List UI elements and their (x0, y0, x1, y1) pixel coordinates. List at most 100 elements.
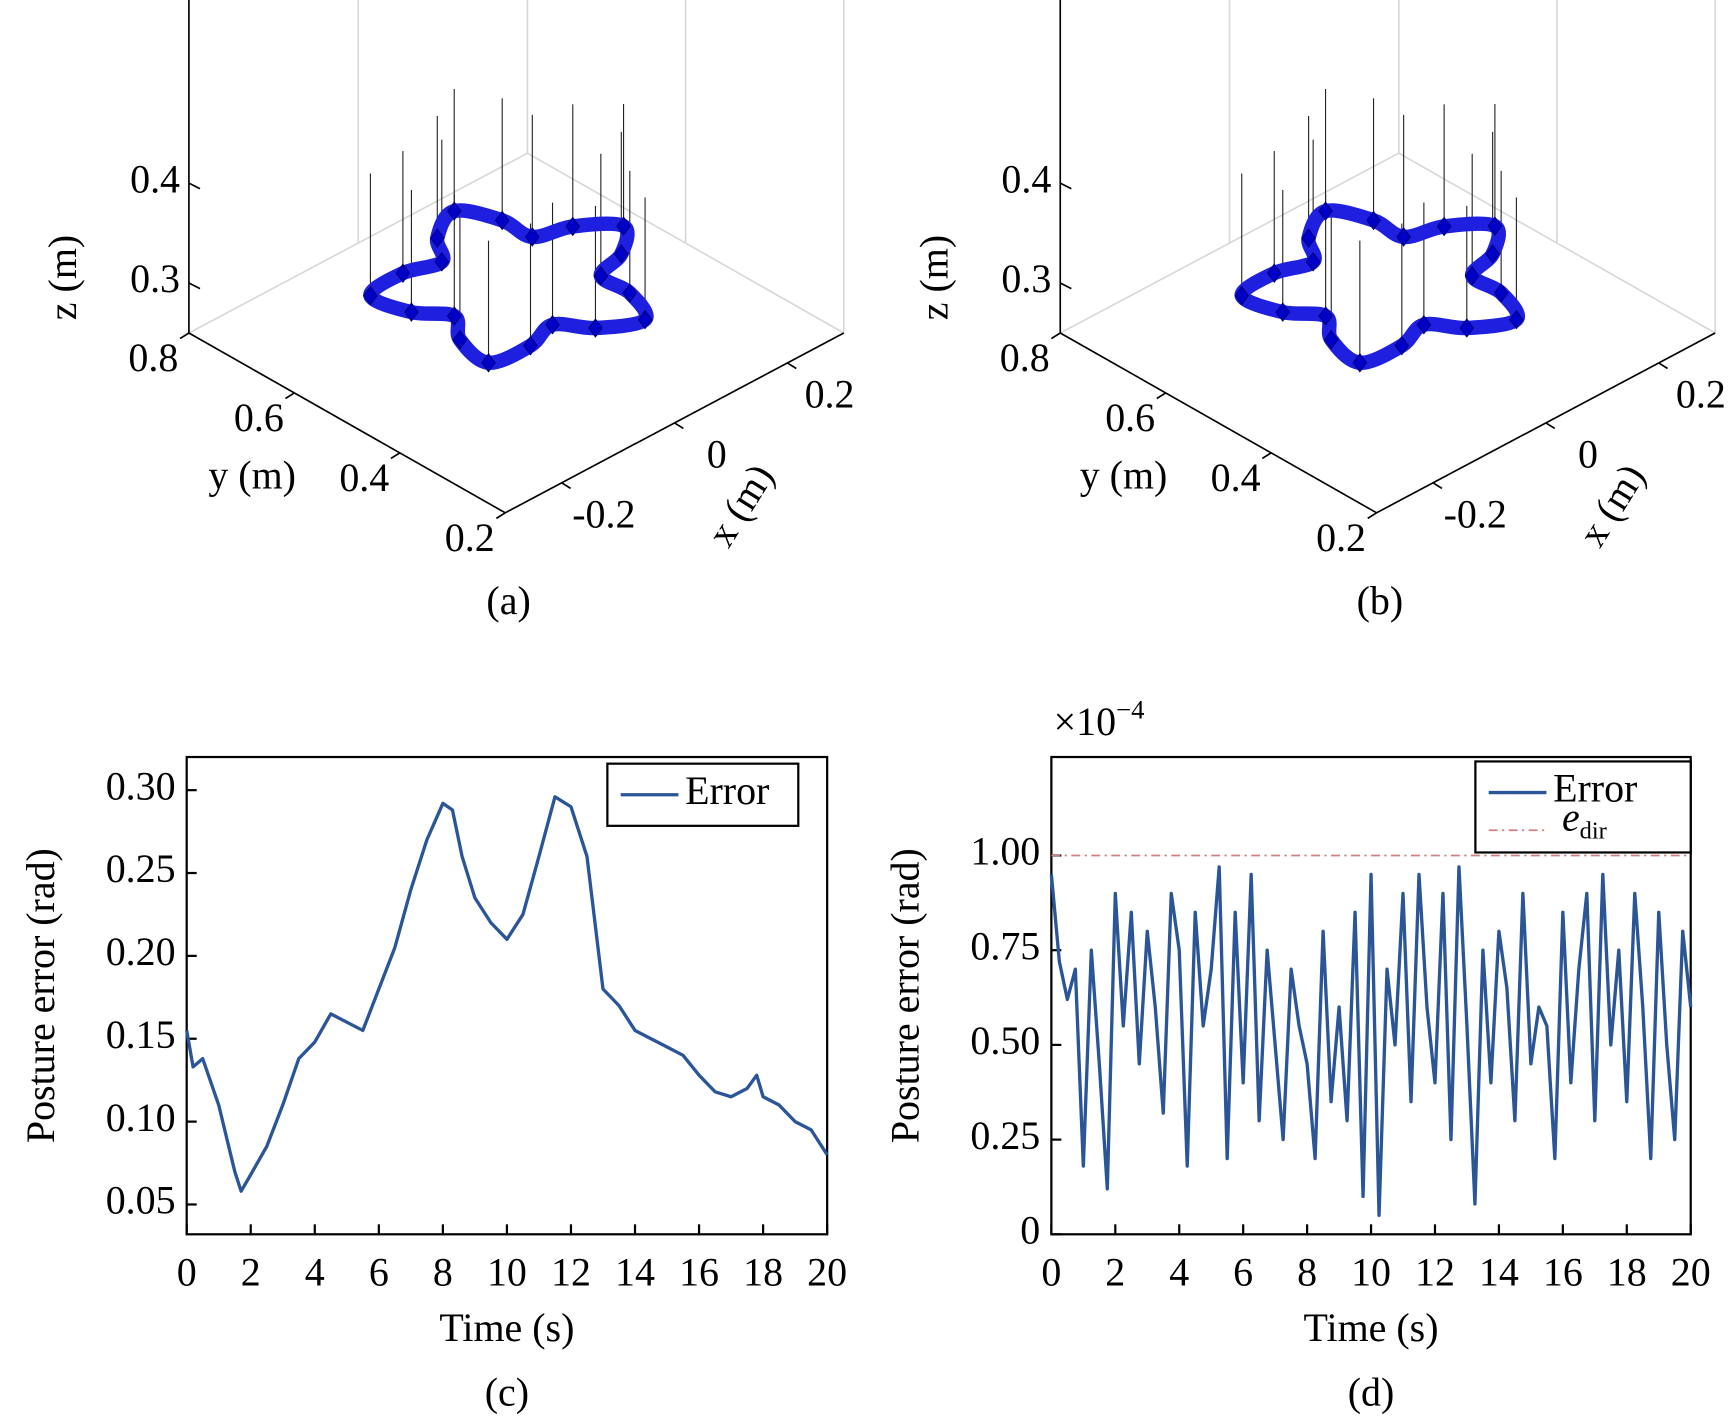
x-tick (1432, 482, 1443, 490)
y-axis (188, 332, 506, 514)
x-tick-label: 6 (369, 1250, 389, 1295)
caption: (b) (1357, 578, 1404, 623)
trajectory-marker (395, 263, 411, 283)
legend-label: edir (1562, 795, 1607, 845)
caption: (c) (485, 1370, 529, 1415)
x-tick-label: 8 (1297, 1250, 1317, 1295)
trajectory-marker (1266, 263, 1282, 283)
legend-label: Error (1553, 766, 1637, 811)
x-tick-label: 0 (177, 1250, 197, 1295)
x-tick-label: 10 (487, 1250, 527, 1295)
trajectory-marker (1487, 216, 1503, 236)
x-tick-label: 14 (615, 1250, 655, 1295)
y-tick-label: 0.15 (106, 1012, 176, 1057)
trajectory-marker (1436, 216, 1452, 237)
x-tick-label: -0.2 (572, 492, 635, 537)
trajectory-marker (1323, 329, 1339, 350)
trajectory-marker (481, 352, 496, 373)
x-tick-label: 16 (679, 1250, 719, 1295)
x-tick-label: 0.2 (1676, 372, 1726, 417)
x-tick-label: 0 (707, 432, 727, 477)
trajectory-marker (363, 285, 378, 306)
y-tick (285, 392, 295, 400)
trajectory-marker (1485, 244, 1500, 264)
x-tick-label: 0 (1578, 432, 1598, 477)
y-tick-label: 0.25 (970, 1113, 1040, 1158)
x-tick-label: 4 (305, 1250, 325, 1295)
trajectory-marker (637, 309, 653, 330)
series-line (185, 795, 829, 1193)
x-axis-label: Time (s) (439, 1305, 574, 1350)
trajectory-marker (1301, 228, 1316, 248)
x-tick-label: 12 (551, 1250, 591, 1295)
y-tick-label: 0.30 (106, 763, 176, 808)
y-axis-label: Posture error (rad) (18, 848, 63, 1143)
y-tick-label: 0.75 (970, 923, 1040, 968)
y-tick (390, 452, 401, 460)
offset-base: ×10 (1054, 699, 1116, 744)
x-tick (1545, 422, 1556, 430)
trajectory-marker (616, 216, 631, 236)
y-tick-label: 0.2 (445, 515, 495, 560)
plot-frame (185, 755, 829, 1236)
y-tick-label: 0.2 (1316, 515, 1366, 560)
caption: (a) (486, 578, 530, 623)
trajectory-marker (593, 266, 609, 286)
y-tick-label: 0.20 (106, 929, 176, 974)
x-tick-label: 2 (241, 1250, 261, 1295)
x-tick (674, 422, 684, 430)
y-tick-label: 0.8 (128, 335, 178, 380)
x-tick-label: 20 (1671, 1250, 1711, 1295)
trajectory-marker (494, 210, 510, 231)
legend-label: Error (685, 768, 769, 813)
trajectory-marker (1416, 314, 1432, 335)
trajectory-marker (452, 329, 468, 350)
legend-label-subscript: dir (1580, 817, 1607, 844)
x-tick-label: 18 (1607, 1250, 1647, 1295)
trajectory-marker (565, 216, 581, 237)
trajectory-marker (1396, 227, 1411, 247)
x-tick-label: 10 (1351, 1250, 1391, 1295)
y-tick-label: 0.50 (970, 1018, 1040, 1063)
x-tick-label: 2 (1105, 1250, 1125, 1295)
trajectory-marker (613, 244, 629, 264)
offset-label: ×10−4 (1054, 695, 1145, 744)
x-tick (786, 362, 797, 370)
x-tick-label: 16 (1543, 1250, 1583, 1295)
offset-exponent: −4 (1116, 695, 1144, 725)
x-tick-label: 20 (807, 1250, 847, 1295)
trajectory-marker (1394, 335, 1410, 356)
y-tick (179, 332, 190, 340)
z-tick-label: 0.3 (130, 256, 180, 301)
trajectory-marker (588, 318, 603, 338)
x-tick-label: 8 (433, 1250, 453, 1295)
x-tick (1658, 362, 1669, 370)
z-tick-label: 0.4 (1001, 156, 1051, 201)
z-tick (1059, 282, 1072, 290)
y-tick-label: 0 (1020, 1207, 1040, 1252)
legend-label-main: e (1562, 795, 1580, 840)
z-axis-label: z (m) (40, 235, 85, 320)
trajectory-marker (1234, 285, 1250, 306)
y-tick-label: 0.10 (106, 1095, 176, 1140)
trajectory-marker (1305, 251, 1321, 272)
x-tick (561, 482, 572, 490)
trajectory-marker (1509, 309, 1524, 330)
z-tick-label: 0.3 (1001, 256, 1051, 301)
z-tick (188, 282, 201, 290)
z-tick (188, 182, 201, 190)
trajectory-marker (434, 251, 450, 272)
series-line (1049, 865, 1693, 1218)
y-tick (1261, 452, 1272, 460)
x-tick-label: 4 (1169, 1250, 1189, 1295)
trajectory-marker (446, 201, 462, 221)
y-tick-label: 0.05 (106, 1178, 176, 1223)
y-tick-label: 0.4 (1211, 455, 1261, 500)
trajectory-marker (1366, 210, 1381, 231)
trajectory-marker (523, 335, 538, 356)
legend-box (1474, 760, 1692, 854)
y-tick-label: 0.6 (1105, 395, 1155, 440)
trajectory-marker (1275, 302, 1291, 322)
trajectory-marker (429, 228, 445, 248)
